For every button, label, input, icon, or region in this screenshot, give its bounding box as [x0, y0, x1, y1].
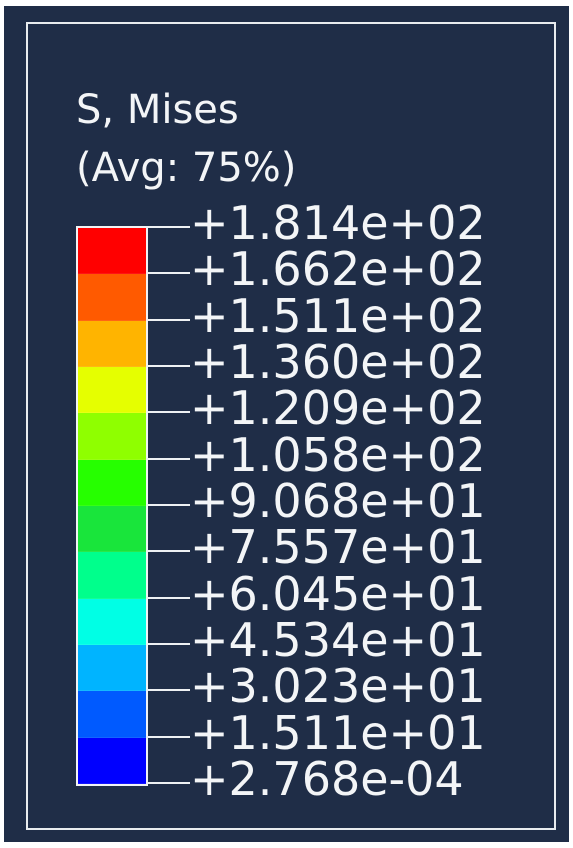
color-band-1	[78, 228, 146, 275]
legend-frame	[26, 22, 556, 830]
tick-label: +4.534e+01	[190, 613, 486, 667]
tick-line	[146, 318, 190, 321]
tick-line	[146, 596, 190, 599]
tick-label: +1.511e+02	[190, 288, 486, 343]
tick-label: +1.360e+02	[190, 335, 486, 389]
tick-label: +6.045e+01	[190, 566, 486, 621]
tick-line	[146, 365, 190, 367]
tick-label: +1.209e+02	[190, 381, 486, 436]
color-band-2	[78, 274, 146, 321]
tick-label: +2.768e-04	[190, 752, 464, 806]
tick-line	[146, 782, 190, 784]
color-band-4	[78, 367, 146, 414]
tick-row-3: +1.511e+02	[146, 293, 526, 365]
color-band-6	[78, 459, 146, 506]
tick-row-13: +2.768e-04	[146, 756, 526, 828]
tick-line	[146, 550, 190, 553]
color-band-12	[78, 737, 146, 784]
tick-row-9: +6.045e+01	[146, 571, 526, 643]
tick-label: +1.814e+02	[190, 196, 486, 250]
color-band-10	[78, 645, 146, 692]
tick-line	[146, 226, 190, 228]
color-band-5	[78, 413, 146, 460]
legend-title: S, Mises	[76, 87, 239, 133]
tick-label: +1.662e+02	[190, 242, 486, 297]
tick-row-11: +3.023e+01	[146, 663, 526, 735]
tick-row-6: +1.058e+02	[146, 432, 526, 504]
tick-row-5: +1.209e+02	[146, 385, 526, 457]
tick-label: +1.511e+01	[190, 705, 486, 760]
tick-label: +1.058e+02	[190, 427, 486, 482]
tick-row-12: +1.511e+01	[146, 710, 526, 782]
color-band-8	[78, 552, 146, 599]
tick-label: +3.023e+01	[190, 659, 486, 714]
tick-line	[146, 411, 190, 414]
tick-line	[146, 735, 190, 738]
color-band-11	[78, 691, 146, 738]
tick-row-8: +7.557e+01	[146, 524, 526, 596]
color-band-9	[78, 598, 146, 645]
tick-line	[146, 457, 190, 460]
tick-line	[146, 643, 190, 645]
tick-label: +9.068e+01	[190, 474, 486, 528]
color-band-3	[78, 320, 146, 367]
tick-row-2: +1.662e+02	[146, 246, 526, 318]
tick-row-1: +1.814e+02	[146, 200, 526, 272]
tick-line	[146, 504, 190, 506]
color-band-7	[78, 506, 146, 553]
tick-line	[146, 689, 190, 692]
color-bar	[76, 226, 148, 786]
legend-panel: S, Mises (Avg: 75%) +1.814e+02 +1.662e+0…	[4, 6, 569, 842]
tick-row-10: +4.534e+01	[146, 617, 526, 689]
tick-label: +7.557e+01	[190, 520, 486, 575]
tick-row-4: +1.360e+02	[146, 339, 526, 411]
tick-row-7: +9.068e+01	[146, 478, 526, 550]
legend-subtitle: (Avg: 75%)	[76, 145, 297, 191]
tick-line	[146, 272, 190, 275]
